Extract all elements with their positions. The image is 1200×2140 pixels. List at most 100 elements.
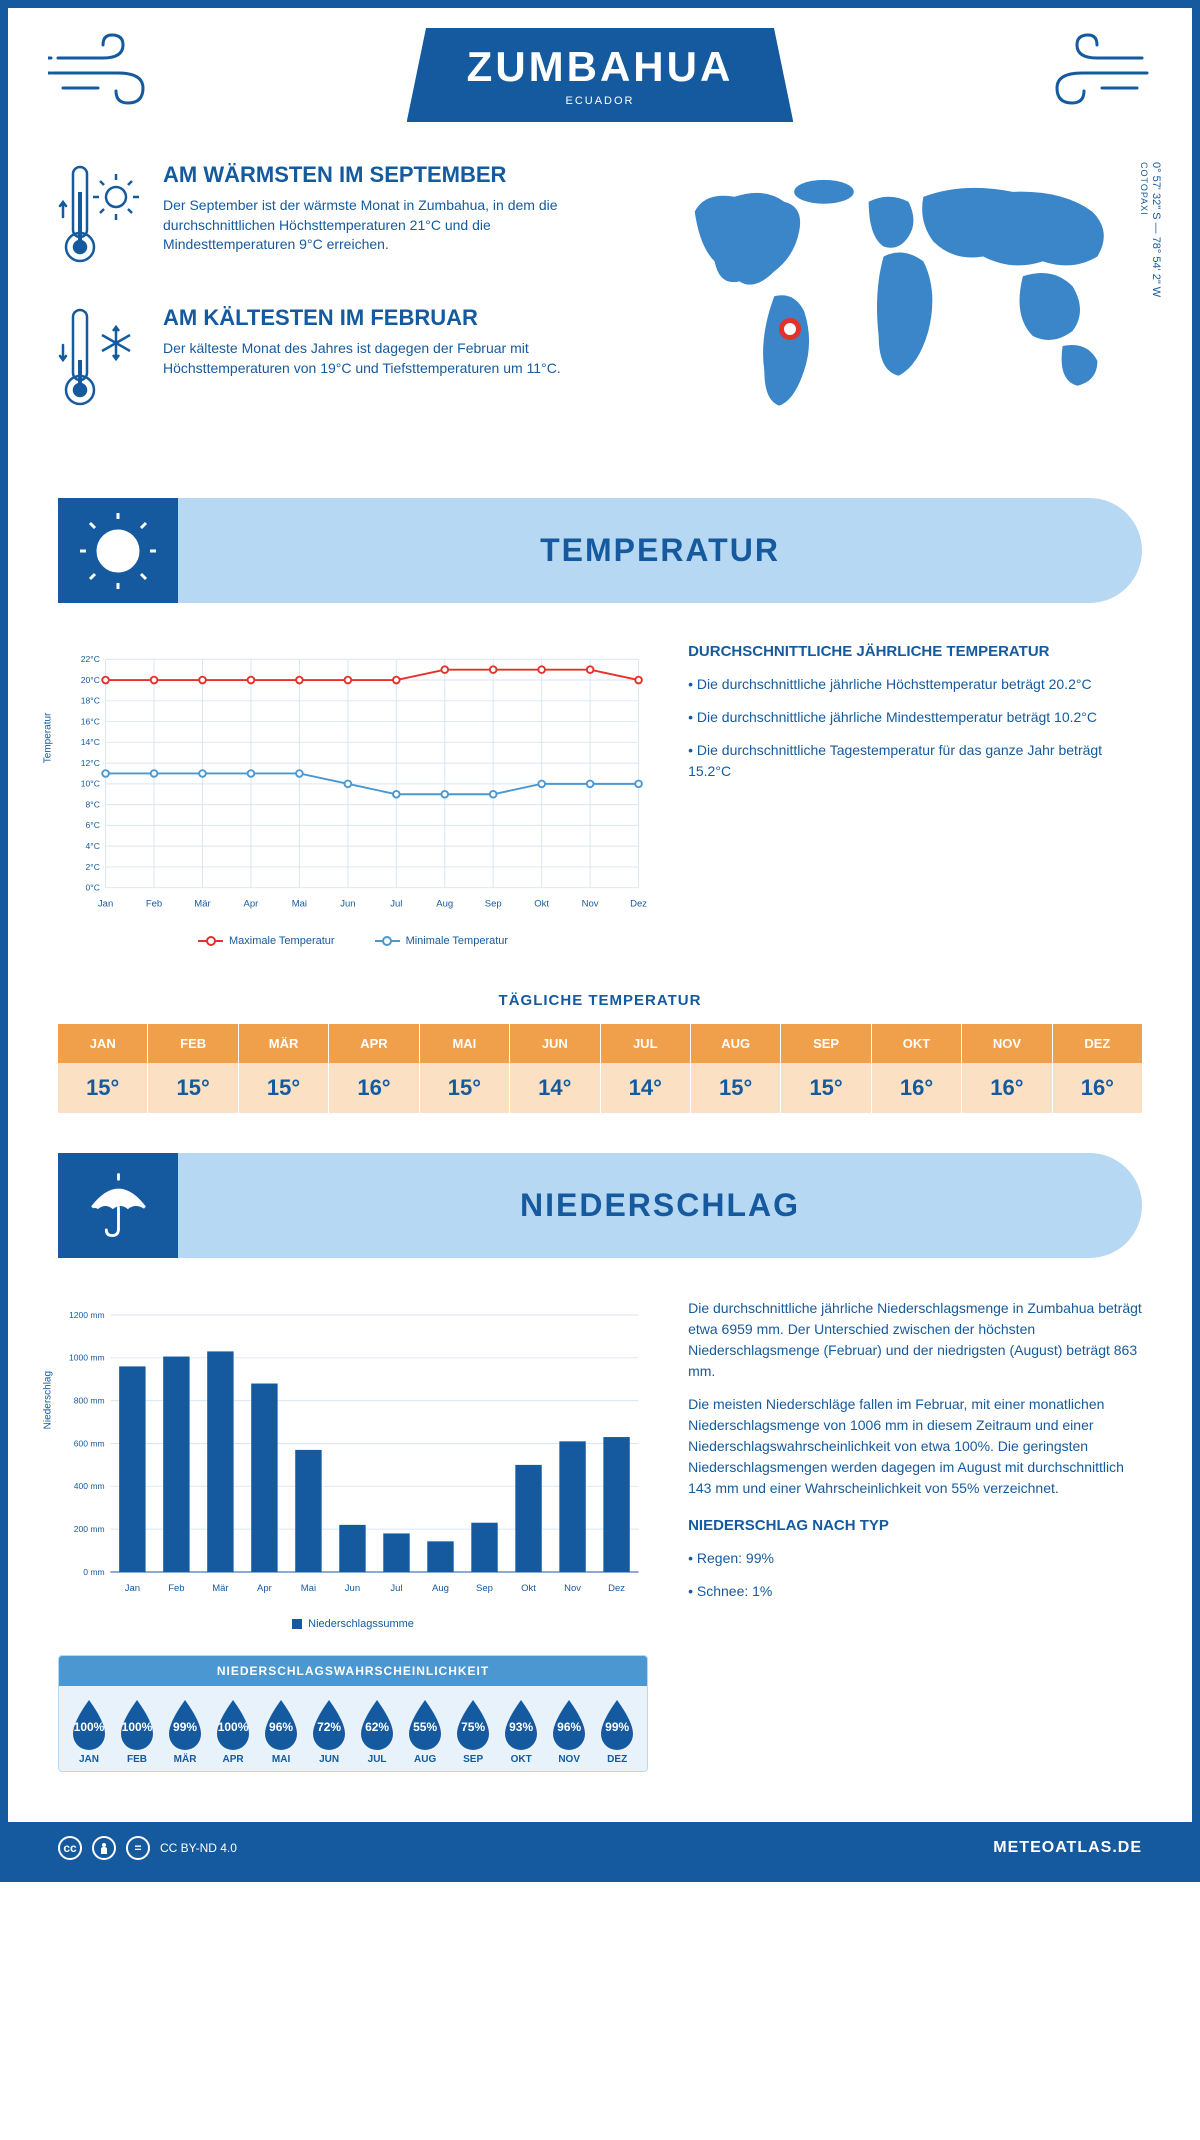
footer: cc = CC BY-ND 4.0 METEOATLAS.DE <box>8 1822 1192 1874</box>
drop-icon: 99% <box>163 1698 207 1750</box>
svg-text:Mär: Mär <box>194 899 210 910</box>
prob-cell: 96% MAI <box>257 1698 305 1765</box>
svg-text:1000 mm: 1000 mm <box>69 1353 105 1363</box>
daily-temp-table: JANFEBMÄRAPRMAIJUNJULAUGSEPOKTNOVDEZ 15°… <box>58 1024 1142 1113</box>
world-map: 0° 57' 32" S — 78° 54' 2" W COTOPAXI <box>645 162 1142 435</box>
type-bullet: • Regen: 99% <box>688 1548 1142 1569</box>
drop-icon: 96% <box>259 1698 303 1750</box>
daily-value: 16° <box>872 1063 962 1113</box>
daily-month: OKT <box>872 1024 962 1063</box>
coldest-text: Der kälteste Monat des Jahres ist dagege… <box>163 339 605 378</box>
precip-para-1: Die durchschnittliche jährliche Niedersc… <box>688 1298 1142 1382</box>
daily-value: 14° <box>510 1063 600 1113</box>
page: ZUMBAHUA ECUADOR <box>0 0 1200 1882</box>
thermometer-sun-icon <box>58 162 143 277</box>
daily-month: NOV <box>962 1024 1052 1063</box>
prob-cell: 75% SEP <box>449 1698 497 1765</box>
daily-month: APR <box>329 1024 419 1063</box>
probability-box: NIEDERSCHLAGSWAHRSCHEINLICHKEIT 100% JAN… <box>58 1655 648 1772</box>
warmest-text: Der September ist der wärmste Monat in Z… <box>163 196 605 255</box>
precipitation-content: Niederschlag 0 mm200 mm400 mm600 mm800 m… <box>8 1258 1192 1792</box>
daily-temp-title: TÄGLICHE TEMPERATUR <box>8 992 1192 1009</box>
site-name: METEOATLAS.DE <box>993 1839 1142 1857</box>
svg-text:20°C: 20°C <box>81 675 100 685</box>
svg-text:2°C: 2°C <box>86 862 100 872</box>
prob-cell: 96% NOV <box>545 1698 593 1765</box>
svg-text:Nov: Nov <box>564 1583 581 1594</box>
type-bullet: • Schnee: 1% <box>688 1581 1142 1602</box>
temperature-banner: TEMPERATUR <box>58 498 1142 603</box>
drop-icon: 93% <box>499 1698 543 1750</box>
drop-icon: 55% <box>403 1698 447 1750</box>
svg-text:4°C: 4°C <box>86 841 100 851</box>
svg-text:Dez: Dez <box>630 899 647 910</box>
svg-text:Apr: Apr <box>257 1583 272 1594</box>
daily-month: MAI <box>420 1024 510 1063</box>
svg-text:Jul: Jul <box>390 899 402 910</box>
svg-text:Jun: Jun <box>345 1583 360 1594</box>
svg-text:6°C: 6°C <box>86 820 100 830</box>
drop-icon: 100% <box>115 1698 159 1750</box>
sun-icon <box>58 498 178 603</box>
cc-icon: cc <box>58 1836 82 1860</box>
svg-text:Okt: Okt <box>534 899 549 910</box>
country-subtitle: ECUADOR <box>467 95 734 107</box>
wind-icon-left <box>48 33 158 113</box>
thermometer-snow-icon <box>58 305 143 420</box>
daily-month: MÄR <box>239 1024 329 1063</box>
svg-text:10°C: 10°C <box>81 779 100 789</box>
svg-text:0 mm: 0 mm <box>83 1567 104 1577</box>
svg-text:Mär: Mär <box>212 1583 228 1594</box>
svg-text:Jul: Jul <box>390 1583 402 1594</box>
daily-value: 15° <box>781 1063 871 1113</box>
probability-title: NIEDERSCHLAGSWAHRSCHEINLICHKEIT <box>59 1656 647 1686</box>
daily-month: DEZ <box>1053 1024 1142 1063</box>
prob-cell: 72% JUN <box>305 1698 353 1765</box>
daily-value: 15° <box>239 1063 329 1113</box>
temperature-content: Temperatur 0°C2°C4°C6°C8°C10°C12°C14°C16… <box>8 603 1192 967</box>
by-icon <box>92 1836 116 1860</box>
svg-text:8°C: 8°C <box>86 799 100 809</box>
svg-text:Mai: Mai <box>292 899 307 910</box>
svg-text:Feb: Feb <box>168 1583 184 1594</box>
svg-text:800 mm: 800 mm <box>74 1396 105 1406</box>
temp-legend: .legend-line[style*='#e4312b']::after{bo… <box>58 935 648 947</box>
header: ZUMBAHUA ECUADOR <box>8 8 1192 132</box>
precip-type-title: NIEDERSCHLAG NACH TYP <box>688 1517 1142 1534</box>
daily-value: 15° <box>420 1063 510 1113</box>
svg-text:1200 mm: 1200 mm <box>69 1310 105 1320</box>
svg-text:600 mm: 600 mm <box>74 1438 105 1448</box>
daily-value: 15° <box>691 1063 781 1113</box>
warmest-fact: AM WÄRMSTEN IM SEPTEMBER Der September i… <box>58 162 605 277</box>
prob-cell: 100% JAN <box>65 1698 113 1765</box>
temp-bullet: • Die durchschnittliche Tagestemperatur … <box>688 740 1142 782</box>
legend-item: .legend-line[style*='#4a97d1']::after{bo… <box>375 935 509 947</box>
precipitation-title: NIEDERSCHLAG <box>178 1187 1142 1224</box>
temp-bullet: • Die durchschnittliche jährliche Mindes… <box>688 707 1142 728</box>
temp-chart-column: Temperatur 0°C2°C4°C6°C8°C10°C12°C14°C16… <box>58 643 648 947</box>
temp-info-title: DURCHSCHNITTLICHE JÄHRLICHE TEMPERATUR <box>688 643 1142 660</box>
license-block: cc = CC BY-ND 4.0 <box>58 1836 237 1860</box>
coldest-title: AM KÄLTESTEN IM FEBRUAR <box>163 305 605 331</box>
svg-text:Jan: Jan <box>98 899 113 910</box>
license-text: CC BY-ND 4.0 <box>160 1841 237 1855</box>
svg-text:200 mm: 200 mm <box>74 1524 105 1534</box>
precip-para-2: Die meisten Niederschläge fallen im Febr… <box>688 1394 1142 1499</box>
daily-value: 15° <box>58 1063 148 1113</box>
precip-legend: Niederschlagssumme <box>58 1618 648 1630</box>
svg-text:22°C: 22°C <box>81 654 100 664</box>
daily-value: 16° <box>329 1063 419 1113</box>
prob-cell: 99% DEZ <box>593 1698 641 1765</box>
svg-text:Okt: Okt <box>521 1583 536 1594</box>
daily-month: FEB <box>148 1024 238 1063</box>
svg-text:Aug: Aug <box>436 899 453 910</box>
prob-cell: 93% OKT <box>497 1698 545 1765</box>
city-title: ZUMBAHUA <box>467 43 734 91</box>
svg-text:Mai: Mai <box>301 1583 316 1594</box>
daily-month: JUN <box>510 1024 600 1063</box>
daily-month: JAN <box>58 1024 148 1063</box>
prob-cell: 100% FEB <box>113 1698 161 1765</box>
drop-icon: 96% <box>547 1698 591 1750</box>
svg-text:Aug: Aug <box>432 1583 449 1594</box>
svg-text:18°C: 18°C <box>81 696 100 706</box>
